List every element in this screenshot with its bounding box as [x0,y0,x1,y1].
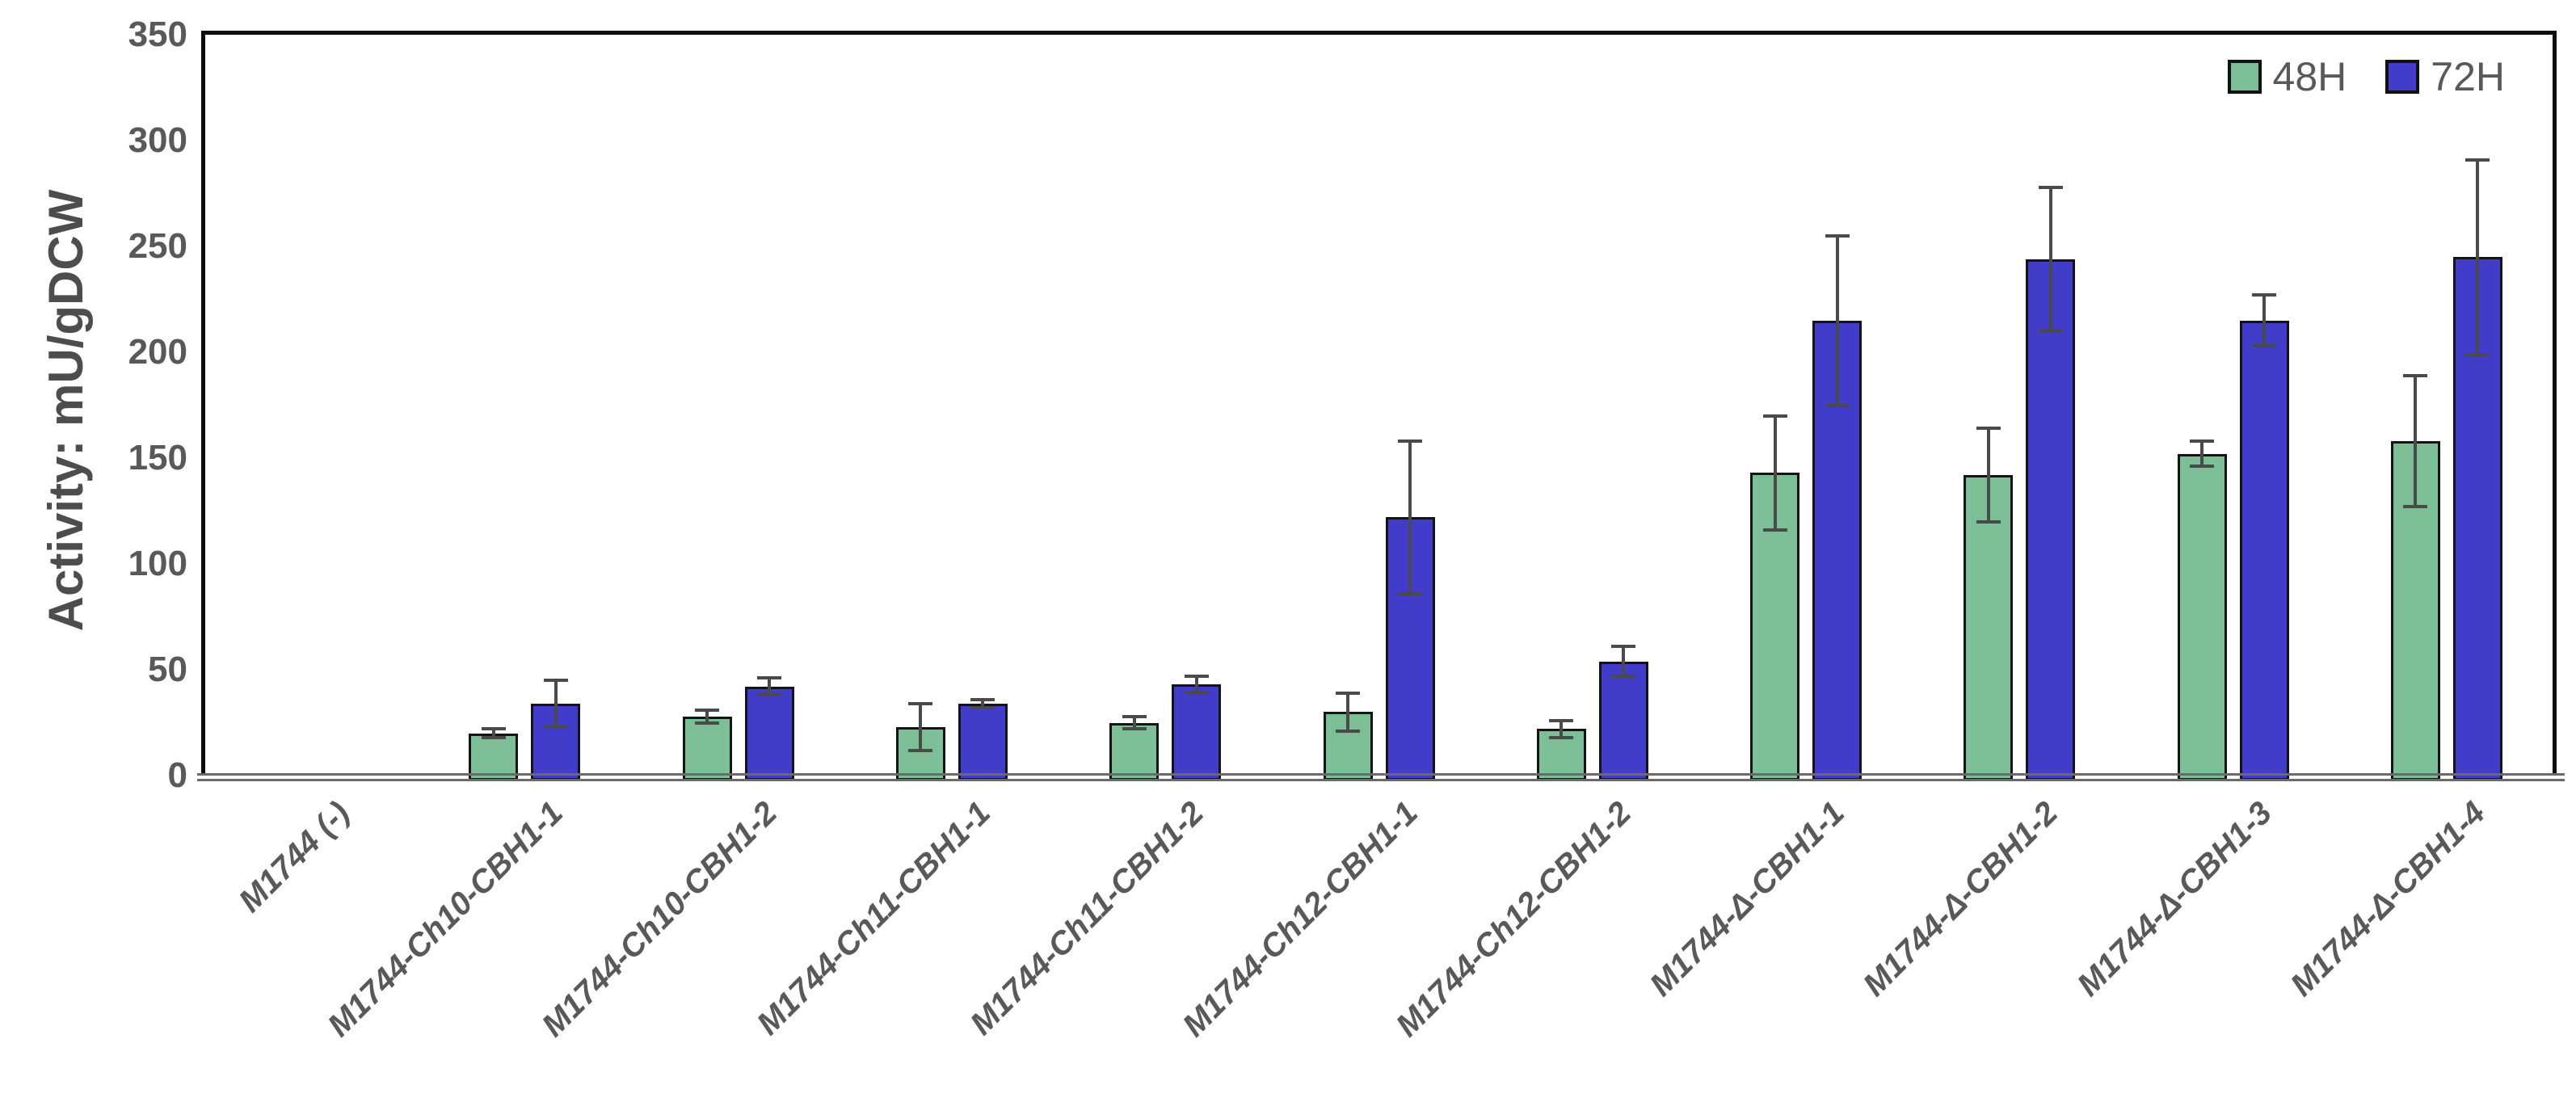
bar-72h-5 [1172,684,1222,780]
bar-72h-7 [1598,661,1648,780]
error-bar-72h-5-cap-bottom [1184,691,1209,695]
legend-swatch-72h [2385,60,2420,94]
error-bar-72h-4-cap-top [970,697,995,701]
error-bar-72h-8-cap-top [1825,233,1850,238]
legend-label-72h: 72H [2431,54,2505,99]
legend-item-72h: 72H [2385,57,2505,97]
error-bar-72h-2-cap-bottom [543,725,568,729]
bar-72h-3 [744,686,794,780]
error-bar-48h-9 [1986,428,1990,522]
error-bar-48h-10-cap-top [2190,440,2215,444]
error-bar-48h-7-cap-top [1549,718,1574,722]
error-bar-72h-5 [1194,675,1198,693]
y-tick-label-0: 0 [167,755,187,795]
error-bar-72h-2 [554,680,558,727]
error-bar-48h-8 [1773,415,1777,531]
y-axis-title: Activity: mU/gDCW [39,189,93,632]
error-bar-72h-3-cap-bottom [757,693,782,697]
error-bar-48h-7 [1559,720,1564,738]
bar-48h-2 [469,733,519,780]
error-bar-72h-8-cap-bottom [1825,403,1850,407]
error-bar-48h-2-cap-top [481,727,506,731]
error-bar-48h-8-cap-bottom [1762,528,1787,532]
bar-48h-9 [1964,474,2014,780]
error-bar-48h-2-cap-bottom [481,735,506,739]
error-bar-48h-7-cap-bottom [1549,735,1574,739]
error-bar-72h-6-cap-top [1398,440,1422,444]
bar-48h-3 [682,716,732,780]
error-bar-48h-8-cap-top [1762,414,1787,418]
error-bar-48h-11-cap-bottom [2403,505,2428,509]
y-tick-label-50: 50 [148,650,187,689]
error-bar-48h-6-cap-top [1336,691,1360,695]
x-axis-line-bottom [197,779,2565,781]
error-bar-48h-11 [2414,375,2418,507]
bar-72h-4 [958,703,1008,780]
y-tick-label-150: 150 [128,438,187,477]
error-bar-72h-5-cap-top [1184,674,1209,678]
error-bar-48h-6-cap-bottom [1336,729,1360,733]
y-tick-label-250: 250 [128,226,187,266]
error-bar-48h-9-cap-top [1976,427,2001,431]
error-bar-48h-10 [2200,441,2204,467]
error-bar-72h-9 [2048,187,2052,331]
error-bar-72h-10-cap-bottom [2252,344,2277,348]
error-bar-72h-4-cap-bottom [970,706,995,710]
x-axis-line-top [197,773,2565,776]
error-bar-72h-4 [981,699,985,709]
legend-label-48h: 48H [2272,54,2347,99]
error-bar-48h-5 [1132,716,1136,730]
error-bar-72h-9-cap-top [2038,185,2063,189]
error-bar-48h-4 [919,703,923,751]
error-bar-48h-5-cap-top [1122,714,1147,718]
bar-72h-9 [2026,259,2076,780]
error-bar-48h-2 [491,729,495,738]
error-bar-72h-3-cap-top [757,676,782,680]
error-bar-48h-10-cap-bottom [2190,465,2215,469]
error-bar-72h-6 [1408,441,1412,594]
error-bar-48h-6 [1346,692,1349,731]
legend: 48H 72H [2227,54,2505,99]
error-bar-72h-11 [2476,159,2480,355]
error-bar-72h-7 [1622,646,1626,676]
error-bar-48h-11-cap-top [2403,373,2428,377]
error-bar-72h-7-cap-top [1611,645,1636,649]
error-bar-48h-4-cap-top [908,701,933,705]
bar-48h-5 [1109,722,1160,780]
error-bar-72h-7-cap-bottom [1611,674,1636,678]
error-bar-72h-6-cap-bottom [1398,591,1422,595]
error-bar-48h-5-cap-bottom [1122,727,1147,731]
error-bar-72h-10-cap-top [2252,293,2277,297]
y-tick-label-300: 300 [128,120,187,160]
bar-48h-10 [2177,453,2227,780]
y-tick-label-200: 200 [128,332,187,372]
error-bar-72h-11-cap-top [2465,158,2490,162]
legend-item-48h: 48H [2227,54,2347,99]
error-bar-72h-11-cap-bottom [2465,352,2490,356]
error-bar-48h-3 [705,709,709,723]
error-bar-72h-9-cap-bottom [2038,329,2063,333]
legend-swatch-48h [2227,60,2262,94]
bar-72h-10 [2239,320,2289,780]
error-bar-48h-3-cap-bottom [695,721,720,725]
plot-area [201,31,2557,776]
error-bar-48h-9-cap-bottom [1976,519,2001,524]
error-bar-72h-8 [1835,235,1839,406]
error-bar-72h-10 [2262,295,2267,347]
error-bar-48h-3-cap-top [695,708,720,712]
y-tick-label-100: 100 [128,544,187,583]
error-bar-72h-3 [768,678,772,696]
error-bar-48h-4-cap-bottom [908,748,933,752]
error-bar-72h-2-cap-top [543,679,568,683]
y-tick-label-350: 350 [128,15,187,54]
